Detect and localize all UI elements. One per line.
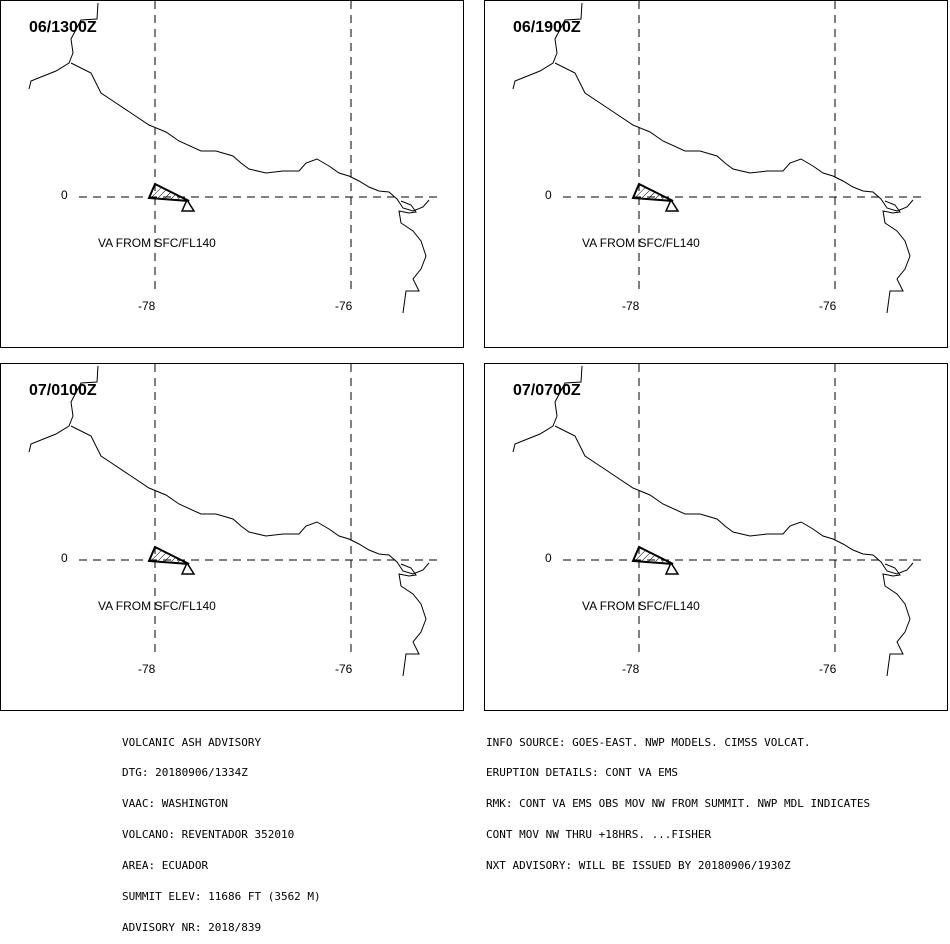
latitude-label: 0	[545, 551, 552, 565]
advisory-line: VAAC: WASHINGTON	[122, 797, 228, 811]
longitude-label: -78	[138, 299, 156, 313]
map-canvas	[512, 1, 925, 314]
advisory-line: VOLCANIC ASH ADVISORY	[122, 735, 262, 749]
va-level-label: VA FROM SFC/FL140	[98, 599, 216, 613]
map-panel: 07/0700Z 0 VA FROM SFC/FL140 -78 -76	[484, 363, 948, 711]
coastline	[512, 2, 914, 314]
advisory-line: CONT MOV NW THRU +18HRS. ...FISHER	[486, 828, 712, 842]
map-canvas	[28, 364, 441, 677]
advisory-line: SUMMIT ELEV: 11686 FT (3562 M)	[122, 890, 321, 904]
va-level-label: VA FROM SFC/FL140	[582, 599, 700, 613]
longitude-label: -78	[622, 662, 640, 676]
map-panel: 06/1300Z 0 VA FROM SFC/FL140 -78 -76	[0, 0, 464, 348]
ash-cloud-polygon	[631, 182, 674, 202]
advisory-line: NXT ADVISORY: WILL BE ISSUED BY 20180906…	[486, 859, 791, 873]
map-panel: 07/0100Z 0 VA FROM SFC/FL140 -78 -76	[0, 363, 464, 711]
ash-cloud-polygon	[631, 545, 674, 565]
forecast-time-label: 07/0100Z	[29, 382, 97, 399]
coastline	[28, 365, 430, 677]
longitude-label: -76	[819, 662, 837, 676]
longitude-label: -76	[819, 299, 837, 313]
forecast-time-label: 06/1900Z	[513, 19, 581, 36]
advisory-header-block: VOLCANIC ASH ADVISORY DTG: 20180906/1334…	[122, 717, 321, 944]
forecast-time-label: 06/1300Z	[29, 19, 97, 36]
ash-cloud-polygon	[147, 545, 190, 565]
forecast-time-label: 07/0700Z	[513, 382, 581, 399]
advisory-line: DTG: 20180906/1334Z	[122, 766, 248, 780]
longitude-label: -76	[335, 662, 353, 676]
longitude-label: -78	[622, 299, 640, 313]
advisory-line: AREA: ECUADOR	[122, 859, 209, 873]
coastline	[28, 2, 430, 314]
ash-cloud-polygon	[147, 182, 190, 202]
va-level-label: VA FROM SFC/FL140	[582, 236, 700, 250]
map-panel: 06/1900Z 0 VA FROM SFC/FL140 -78 -76	[484, 0, 948, 348]
advisory-line: INFO SOURCE: GOES-EAST. NWP MODELS. CIMS…	[486, 735, 811, 749]
advisory-details-block: INFO SOURCE: GOES-EAST. NWP MODELS. CIMS…	[486, 717, 870, 882]
longitude-label: -78	[138, 662, 156, 676]
latitude-label: 0	[61, 551, 68, 565]
volcano-triangle-icon	[664, 561, 680, 575]
va-level-label: VA FROM SFC/FL140	[98, 236, 216, 250]
latitude-label: 0	[61, 188, 68, 202]
advisory-line: ERUPTION DETAILS: CONT VA EMS	[486, 766, 679, 780]
map-canvas	[512, 364, 925, 677]
volcano-triangle-icon	[180, 198, 196, 212]
volcano-triangle-icon	[180, 561, 196, 575]
advisory-line: ADVISORY NR: 2018/839	[122, 920, 262, 934]
coastline	[512, 365, 914, 677]
volcano-triangle-icon	[664, 198, 680, 212]
latitude-label: 0	[545, 188, 552, 202]
advisory-line: RMK: CONT VA EMS OBS MOV NW FROM SUMMIT.…	[486, 797, 871, 811]
longitude-label: -76	[335, 299, 353, 313]
map-canvas	[28, 1, 441, 314]
advisory-line: VOLCANO: REVENTADOR 352010	[122, 828, 295, 842]
